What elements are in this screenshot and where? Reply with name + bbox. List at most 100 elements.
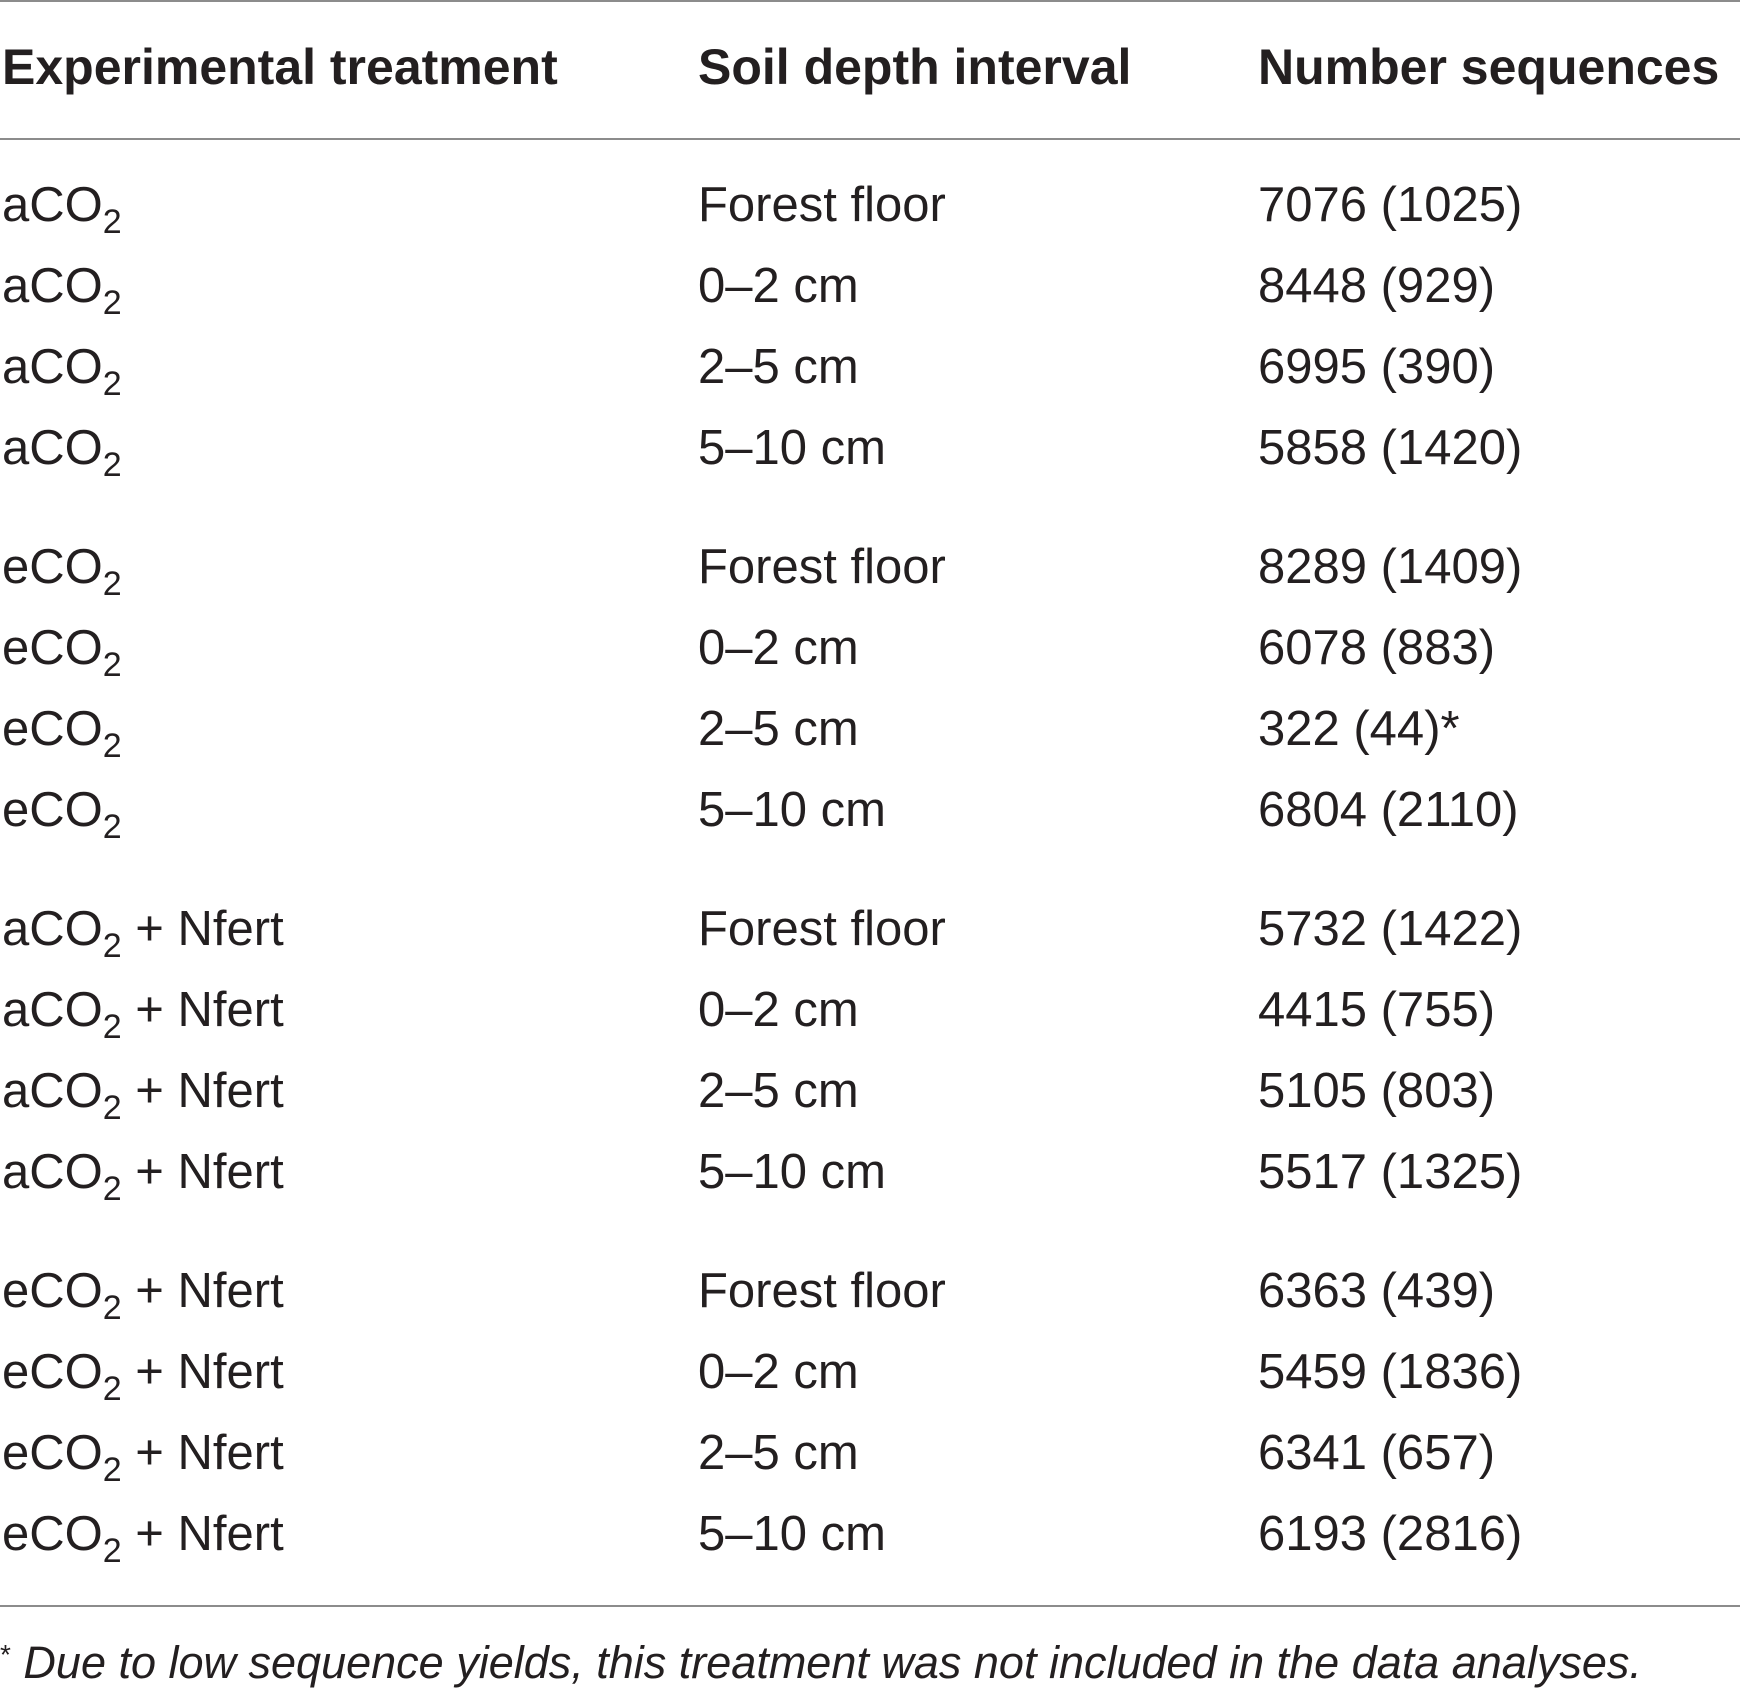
- treatment-base: aCO: [2, 983, 103, 1037]
- cell-depth: 2–5 cm: [698, 340, 859, 394]
- cell-sequences: 5105 (803): [1258, 1064, 1496, 1118]
- treatment-base: eCO: [2, 1345, 103, 1399]
- treatment-subscript: 2: [102, 727, 122, 765]
- cell-treatment: aCO2 + Nfert: [2, 1137, 284, 1207]
- cell-sequences: 6193 (2816): [1258, 1507, 1523, 1561]
- treatment-suffix: + Nfert: [121, 1064, 284, 1118]
- cell-sequences: 6341 (657): [1258, 1426, 1496, 1480]
- treatment-subscript: 2: [102, 1532, 122, 1570]
- treatment-suffix: + Nfert: [121, 1507, 284, 1561]
- cell-treatment: eCO2: [2, 532, 122, 602]
- table-row: aCO2 0–2 cm 8448 (929): [0, 251, 1740, 321]
- cell-treatment: aCO2 + Nfert: [2, 1056, 284, 1126]
- table-row: aCO2 5–10 cm 5858 (1420): [0, 413, 1740, 483]
- header-number-sequences: Number sequences: [1258, 39, 1720, 95]
- treatment-base: eCO: [2, 783, 103, 837]
- table-row: aCO2 2–5 cm 6995 (390): [0, 332, 1740, 402]
- cell-treatment: eCO2: [2, 775, 122, 845]
- table-top-rule: [0, 0, 1740, 2]
- treatment-base: aCO: [2, 421, 103, 475]
- treatment-suffix: + Nfert: [121, 983, 284, 1037]
- treatment-base: eCO: [2, 1426, 103, 1480]
- footnote-text: Due to low sequence yields, this treatme…: [23, 1637, 1642, 1688]
- table-body: aCO2 Forest floor 7076 (1025) aCO2 0–2 cm 844…: [0, 170, 1740, 1570]
- treatment-subscript: 2: [102, 1451, 122, 1489]
- cell-depth: 0–2 cm: [698, 259, 859, 313]
- cell-treatment: aCO2 + Nfert: [2, 894, 284, 964]
- cell-sequences: 6078 (883): [1258, 621, 1496, 675]
- header-soil-depth-interval: Soil depth interval: [698, 39, 1132, 95]
- treatment-base: eCO: [2, 621, 103, 675]
- table-row: eCO2 2–5 cm 322 (44)*: [0, 694, 1740, 764]
- treatment-base: aCO: [2, 902, 103, 956]
- table-row: eCO2 0–2 cm 6078 (883): [0, 613, 1740, 683]
- treatment-base: eCO: [2, 540, 103, 594]
- treatment-subscript: 2: [102, 1170, 122, 1208]
- cell-sequences: 322 (44)*: [1258, 702, 1460, 756]
- treatment-base: aCO: [2, 178, 103, 232]
- cell-sequences: 5459 (1836): [1258, 1345, 1523, 1399]
- cell-depth: Forest floor: [698, 540, 946, 594]
- treatment-base: eCO: [2, 1507, 103, 1561]
- treatment-suffix: + Nfert: [121, 1426, 284, 1480]
- cell-treatment: eCO2 + Nfert: [2, 1337, 284, 1407]
- treatment-subscript: 2: [102, 1370, 122, 1408]
- table-row: aCO2 + Nfert 2–5 cm 5105 (803): [0, 1056, 1740, 1126]
- table-row: aCO2 + Nfert 0–2 cm 4415 (755): [0, 975, 1740, 1045]
- cell-treatment: eCO2: [2, 694, 122, 764]
- treatment-suffix: + Nfert: [121, 1145, 284, 1199]
- table-row: eCO2 + Nfert Forest floor 6363 (439): [0, 1256, 1740, 1326]
- cell-sequences: 8448 (929): [1258, 259, 1496, 313]
- cell-sequences: 6995 (390): [1258, 340, 1496, 394]
- cell-sequences: 8289 (1409): [1258, 540, 1523, 594]
- treatment-subscript: 2: [102, 1289, 122, 1327]
- cell-treatment: aCO2: [2, 332, 122, 402]
- cell-sequences: 5732 (1422): [1258, 902, 1523, 956]
- treatment-suffix: + Nfert: [121, 902, 284, 956]
- treatment-subscript: 2: [102, 1008, 122, 1046]
- table-row: eCO2 + Nfert 2–5 cm 6341 (657): [0, 1418, 1740, 1488]
- table-footnote: * Due to low sequence yields, this treat…: [0, 1630, 1740, 1696]
- table-row: eCO2 Forest floor 8289 (1409): [0, 532, 1740, 602]
- treatment-suffix: + Nfert: [121, 1345, 284, 1399]
- cell-sequences: 6804 (2110): [1258, 783, 1519, 837]
- table-row: eCO2 + Nfert 0–2 cm 5459 (1836): [0, 1337, 1740, 1407]
- footnote-marker: *: [0, 1639, 11, 1670]
- cell-treatment: aCO2 + Nfert: [2, 975, 284, 1045]
- cell-treatment: aCO2: [2, 251, 122, 321]
- cell-depth: 5–10 cm: [698, 1145, 886, 1199]
- treatment-base: eCO: [2, 1264, 103, 1318]
- cell-treatment: eCO2 + Nfert: [2, 1499, 284, 1569]
- table-row: aCO2 + Nfert 5–10 cm 5517 (1325): [0, 1137, 1740, 1207]
- cell-depth: Forest floor: [698, 902, 946, 956]
- cell-treatment: eCO2: [2, 613, 122, 683]
- cell-sequences: 4415 (755): [1258, 983, 1496, 1037]
- table-row: aCO2 + Nfert Forest floor 5732 (1422): [0, 894, 1740, 964]
- table-header-row: Experimental treatment Soil depth interv…: [0, 32, 1740, 102]
- cell-treatment: eCO2 + Nfert: [2, 1418, 284, 1488]
- treatment-subscript: 2: [102, 808, 122, 846]
- cell-sequences: 5517 (1325): [1258, 1145, 1523, 1199]
- treatment-suffix: + Nfert: [121, 1264, 284, 1318]
- cell-depth: Forest floor: [698, 178, 946, 232]
- treatment-base: eCO: [2, 702, 103, 756]
- cell-depth: 5–10 cm: [698, 1507, 886, 1561]
- table-row: aCO2 Forest floor 7076 (1025): [0, 170, 1740, 240]
- table-header-rule: [0, 138, 1740, 140]
- cell-depth: 0–2 cm: [698, 983, 859, 1037]
- cell-treatment: eCO2 + Nfert: [2, 1256, 284, 1326]
- treatment-subscript: 2: [102, 284, 122, 322]
- cell-depth: 0–2 cm: [698, 621, 859, 675]
- cell-depth: Forest floor: [698, 1264, 946, 1318]
- cell-treatment: aCO2: [2, 413, 122, 483]
- table-bottom-rule: [0, 1605, 1740, 1607]
- cell-sequences: 5858 (1420): [1258, 421, 1523, 475]
- table-row: eCO2 + Nfert 5–10 cm 6193 (2816): [0, 1499, 1740, 1569]
- treatment-subscript: 2: [102, 646, 122, 684]
- treatment-subscript: 2: [102, 446, 122, 484]
- treatment-subscript: 2: [102, 927, 122, 965]
- cell-treatment: aCO2: [2, 170, 122, 240]
- cell-depth: 2–5 cm: [698, 702, 859, 756]
- treatment-subscript: 2: [102, 203, 122, 241]
- treatment-subscript: 2: [102, 365, 122, 403]
